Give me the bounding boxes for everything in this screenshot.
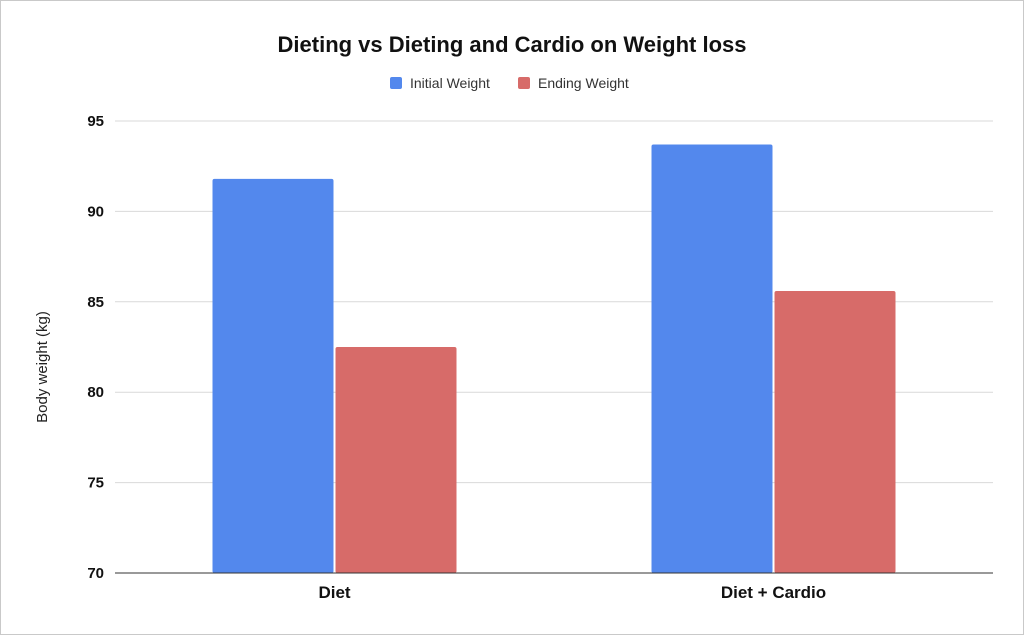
legend-label-initial-weight: Initial Weight — [410, 75, 490, 91]
y-tick-label: 75 — [87, 475, 104, 492]
y-tick-label: 90 — [87, 203, 104, 220]
chart-title: Dieting vs Dieting and Cardio on Weight … — [278, 32, 747, 57]
x-tick-label: Diet + Cardio — [721, 583, 826, 602]
y-tick-label: 95 — [87, 113, 104, 130]
y-axis-ticks: 70 75 80 85 90 95 — [87, 113, 104, 582]
y-tick-label: 80 — [87, 384, 104, 401]
x-tick-label: Diet — [318, 583, 350, 602]
legend-swatch-initial-weight — [390, 77, 402, 89]
legend: Initial Weight Ending Weight — [390, 75, 629, 91]
legend-label-ending-weight: Ending Weight — [538, 75, 629, 91]
x-axis-ticks: Diet Diet + Cardio — [318, 583, 826, 602]
y-tick-label: 70 — [87, 565, 104, 582]
legend-swatch-ending-weight — [518, 77, 530, 89]
y-axis-label: Body weight (kg) — [34, 311, 51, 423]
bar-ending-weight-1 — [774, 290, 896, 573]
bar-initial-weight-1 — [651, 144, 773, 573]
y-tick-label: 85 — [87, 294, 104, 311]
bar-initial-weight-0 — [212, 178, 334, 573]
bars — [212, 144, 896, 573]
bar-ending-weight-0 — [335, 347, 457, 573]
